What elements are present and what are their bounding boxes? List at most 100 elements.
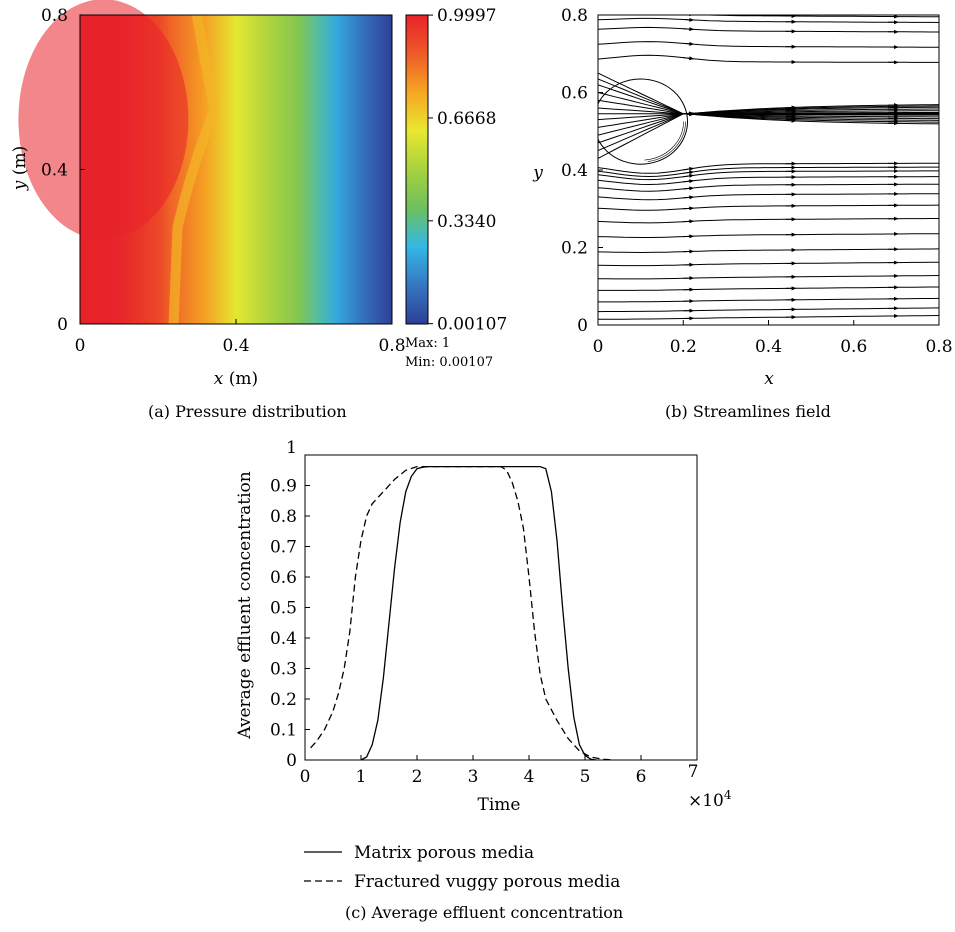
streamline (598, 78, 939, 115)
series-fractured-line (310, 465, 614, 760)
streamlines-y-tick-label: 0 (577, 316, 588, 336)
streamline (598, 113, 939, 144)
concentration-x-tick-label: 4 (524, 767, 535, 787)
streamline (598, 315, 939, 320)
colorbar-tick-label: 0.6668 (437, 109, 496, 129)
streamlines-x-axis-title: x (764, 369, 774, 389)
streamline (598, 233, 939, 238)
streamline (598, 307, 939, 313)
streamline (598, 170, 939, 181)
pressure-contour-kink (168, 14, 220, 325)
streamline-arrow (683, 170, 695, 175)
colorbar (405, 14, 429, 325)
concentration-y-tick-label: 0.6 (270, 568, 297, 588)
concentration-axis-ticks: 0 1 2 3 4 5 6 7 0 0.1 0.2 0.3 0.4 0.5 0.6 0.7 0.8 0.9 1 (270, 438, 698, 787)
streamline (598, 204, 939, 211)
legend: Matrix porous media Fractured vuggy poro… (304, 843, 620, 892)
pressure-x-tick-label: 0.8 (378, 336, 405, 356)
streamline (598, 113, 939, 128)
streamline-arrow (683, 166, 695, 171)
colorbar-max-label: Max: 1 (405, 336, 450, 351)
streamline-arrow (683, 179, 695, 184)
streamline (598, 17, 939, 23)
pressure-x-tick-label: 0.4 (222, 336, 249, 356)
concentration-y-tick-label: 0.1 (270, 721, 297, 741)
concentration-y-tick-label: 0.8 (270, 507, 297, 527)
x-axis-multiplier: ×104 (688, 788, 732, 811)
pressure-x-tick-label: 0 (75, 336, 86, 356)
concentration-y-tick-label: 0.7 (270, 538, 297, 558)
panel-c-concentration: 0 1 2 3 4 5 6 7 0 0.1 0.2 0.3 0.4 0.5 0.6 0.7 0.8 0.9 1 Ti… (235, 438, 732, 922)
series-matrix-line (360, 465, 597, 760)
vug-boundary-inner (598, 80, 686, 163)
colorbar-ticks: 0.9997 0.6668 0.3340 0.00107 (428, 6, 507, 335)
caption-c: (c) Average effluent concentration (345, 903, 623, 922)
streamline (598, 286, 939, 291)
streamline (598, 26, 939, 33)
concentration-x-tick-label: 5 (580, 767, 591, 787)
streamline (598, 176, 939, 186)
streamline (598, 166, 939, 178)
streamlines-x-tick-label: 0 (593, 337, 604, 357)
streamline-arrow (683, 206, 695, 211)
vug-boundary (598, 78, 688, 165)
streamline-arrow (683, 41, 695, 46)
concentration-plot-frame (304, 454, 698, 761)
concentration-x-tick-label: 2 (412, 767, 423, 787)
concentration-y-tick-label: 1 (286, 438, 297, 458)
concentration-x-tick-label: 1 (356, 767, 367, 787)
pressure-y-tick-label: 0.8 (41, 6, 68, 26)
colorbar-min-label: Min: 0.00107 (405, 355, 493, 370)
streamline (598, 54, 939, 63)
pressure-y-tick-label: 0 (57, 315, 68, 335)
streamlines-x-tick-label: 0.6 (840, 337, 867, 357)
concentration-y-tick-label: 0.9 (270, 477, 297, 497)
streamline (598, 218, 939, 224)
concentration-y-tick-label: 0.4 (270, 629, 297, 649)
streamline-arrow (683, 27, 695, 32)
colorbar-tick-label: 0.00107 (437, 315, 507, 335)
pressure-high-zone (18, 0, 189, 240)
streamlines (598, 15, 939, 321)
vug-boundary-inner (598, 82, 684, 161)
concentration-y-tick-label: 0.5 (270, 599, 297, 619)
streamline (598, 92, 939, 115)
streamline (598, 275, 939, 280)
streamline (598, 113, 939, 136)
concentration-x-tick-label: 6 (636, 767, 647, 787)
streamline (598, 113, 939, 159)
concentration-x-tick-label: 0 (300, 767, 311, 787)
streamline (598, 193, 939, 201)
concentration-y-tick-label: 0.3 (270, 660, 297, 680)
colorbar-tick-label: 0.3340 (437, 212, 496, 232)
concentration-y-tick-label: 0.2 (270, 690, 297, 710)
panel-a-pressure: 0 0.4 0.8 0 0.4 0.8 0.9997 0.6668 0.3340 0.00107… (10, 0, 507, 421)
concentration-x-tick-label: 7 (688, 762, 699, 782)
streamlines-y-tick-label: 0.2 (561, 239, 588, 259)
caption-a: (a) Pressure distribution (148, 402, 347, 421)
streamline (598, 261, 939, 267)
streamlines-x-tick-label: 0.8 (925, 337, 952, 357)
pressure-y-axis-title: y (m) (10, 146, 30, 191)
legend-label-matrix: Matrix porous media (354, 843, 534, 863)
streamline (598, 248, 939, 254)
concentration-y-axis-title: Average effluent concentration (235, 471, 255, 739)
streamlines-x-tick-label: 0.2 (670, 337, 697, 357)
streamline (598, 72, 939, 115)
legend-label-fractured: Fractured vuggy porous media (354, 872, 620, 892)
streamlines-y-tick-label: 0.4 (561, 161, 588, 181)
streamlines-y-axis-title: y (532, 163, 543, 183)
pressure-field (18, 0, 392, 325)
concentration-x-axis-title: Time (478, 795, 521, 815)
streamline-arrow (683, 173, 695, 178)
streamline (696, 15, 939, 18)
concentration-y-tick-label: 0 (286, 751, 297, 771)
streamline (598, 41, 939, 48)
streamline (598, 99, 939, 115)
pressure-y-tick-label: 0.4 (41, 161, 68, 181)
streamline-arrow (683, 56, 695, 61)
streamlines-axis-ticks: 0 0.2 0.4 0.6 0.8 0 0.2 0.4 0.6 0.8 (561, 6, 953, 357)
streamlines-x-tick-label: 0.4 (755, 337, 782, 357)
streamline (598, 162, 939, 174)
